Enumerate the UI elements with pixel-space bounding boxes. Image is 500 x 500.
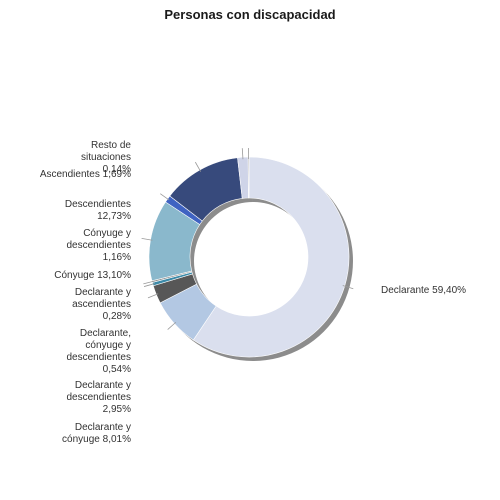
leader-line-7 bbox=[160, 193, 170, 201]
slice-label-10: Resto de situaciones 0,14% bbox=[81, 140, 131, 175]
slice-label-8: Descendientes 12,73% bbox=[65, 199, 131, 222]
chart-title: Personas con discapacidad bbox=[164, 7, 336, 22]
leader-line-9 bbox=[241, 148, 244, 160]
slice-labels: Declarante 59,40% Declarante y cónyuge 8,0… bbox=[40, 140, 466, 445]
slice-label-3: Declarante y descendientes 2,95% bbox=[67, 380, 132, 415]
slice-label-6: Cónyuge 13,10% bbox=[54, 270, 131, 281]
slice-label-5: Declarante y ascendientes 0,28% bbox=[72, 287, 131, 322]
pie-slice-1[interactable] bbox=[192, 156, 350, 358]
leader-line-6 bbox=[141, 238, 153, 241]
slice-label-4: Declarante, cónyuge y descendientes 0,54% bbox=[67, 328, 132, 375]
leader-line-2 bbox=[167, 321, 177, 330]
leader-line-8 bbox=[194, 161, 202, 172]
leader-line-5 bbox=[143, 280, 155, 285]
leader-line-1 bbox=[342, 285, 354, 290]
slice-label-9: Ascendientes 1,69% bbox=[40, 169, 131, 180]
donut-slices bbox=[148, 156, 350, 358]
pie-slice-10[interactable] bbox=[247, 156, 250, 199]
leader-line-4 bbox=[143, 283, 155, 287]
slice-label-7: Cónyuge y descendientes 1,16% bbox=[67, 228, 132, 263]
slice-label-2: Declarante y cónyuge 8,01% bbox=[62, 422, 131, 445]
slice-label-1: Declarante 59,40% bbox=[381, 285, 466, 296]
leader-line-3 bbox=[147, 293, 159, 299]
